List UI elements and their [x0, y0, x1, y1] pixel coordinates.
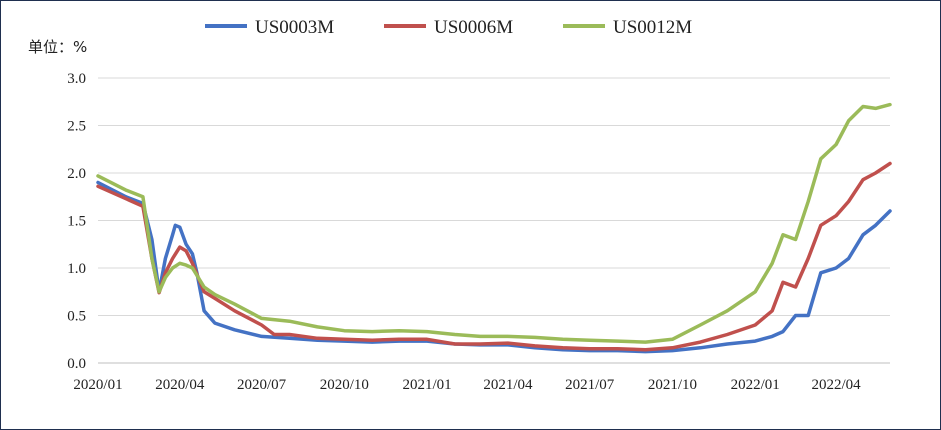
x-tick-label: 2021/07 [565, 377, 615, 393]
x-tick-label: 2021/04 [483, 377, 533, 393]
y-unit-label: 单位：% [28, 38, 87, 56]
gridlines [98, 77, 890, 316]
legend-label-us0012m: US0012M [613, 17, 692, 38]
x-tick-label: 2020/07 [237, 377, 287, 393]
series-line-us0006m [96, 161, 892, 352]
y-tick-label: 2.0 [67, 166, 86, 182]
x-tick-label: 2021/01 [402, 377, 451, 393]
y-tick-label: 0.5 [67, 309, 86, 325]
x-tick-label: 2020/04 [155, 377, 205, 393]
legend-label-us0006m: US0006M [434, 17, 513, 38]
y-tick-label: 1.0 [67, 261, 86, 277]
x-tick-label: 2020/01 [73, 377, 122, 393]
legend-label-us0003m: US0003M [255, 17, 334, 38]
x-tick-label: 2022/01 [731, 377, 780, 393]
axes: 0.0 0.5 1.0 1.5 2.0 2.5 3.0 2020/01 2020/04 2020/… [67, 71, 890, 393]
y-tick-label: 3.0 [67, 71, 86, 87]
legend: US0003M US0006M US0012M [205, 17, 692, 38]
y-tick-label: 2.5 [67, 119, 86, 135]
x-tick-label: 2021/10 [648, 377, 697, 393]
y-tick-label: 1.5 [67, 214, 86, 230]
series-lines [96, 102, 892, 354]
x-tick-label: 2020/10 [320, 377, 369, 393]
series-line-us0012m [96, 102, 892, 344]
y-tick-label: 0.0 [67, 356, 86, 372]
x-tick-label: 2022/04 [811, 377, 861, 393]
